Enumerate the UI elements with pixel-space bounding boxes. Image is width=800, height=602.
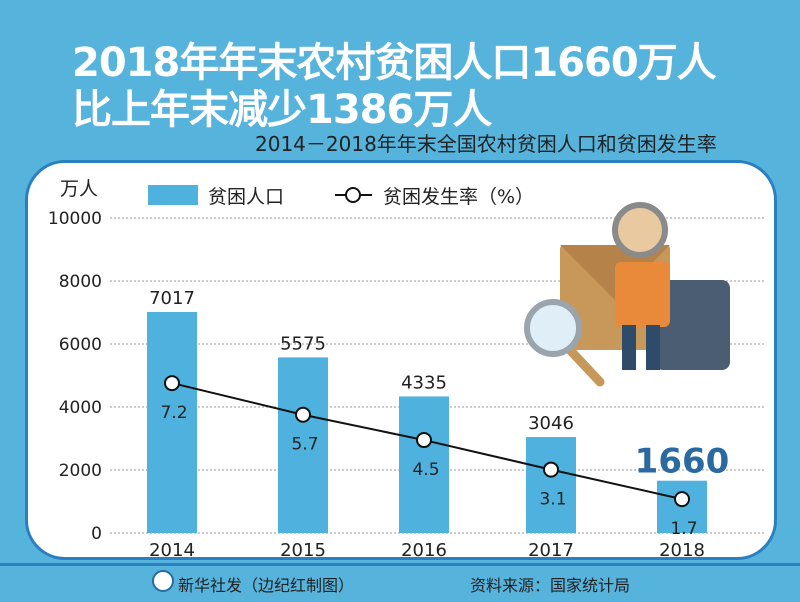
magnifier-handle (565, 345, 605, 387)
person-leg (622, 325, 636, 370)
footer-divider (0, 563, 800, 566)
x-tick-label: 2016 (401, 540, 447, 561)
headline-line-2: 比上年末减少1386万人 (72, 87, 492, 133)
rate-value-label: 1.7 (670, 519, 697, 539)
headline-line-1: 2018年年末农村贫困人口1660万人 (72, 40, 717, 86)
y-tick-label: 2000 (59, 461, 102, 481)
x-tick-label: 2015 (280, 540, 326, 561)
person-leg (646, 325, 660, 370)
credit-text: 新华社发（边纪红制图） (178, 576, 355, 595)
xinhua-logo-icon (152, 570, 174, 592)
y-tick-label: 0 (91, 524, 102, 544)
rate-point-2014 (164, 375, 180, 392)
rate-value-label: 7.2 (160, 403, 187, 423)
wallet-icon (655, 280, 730, 370)
rate-point-2018 (674, 491, 690, 508)
bar-value-label: 3046 (528, 413, 574, 434)
rate-point-2016 (416, 432, 432, 449)
rate-point-2015 (295, 406, 311, 423)
legend-line-label: 贫困发生率（%） (383, 186, 534, 208)
person-head-icon (612, 202, 668, 258)
y-tick-label: 10000 (48, 209, 102, 229)
legend-line-marker (345, 187, 361, 203)
bar-2014 (147, 311, 197, 533)
legend-bar-label: 贫困人口 (208, 186, 284, 208)
bar-value-label: 1660 (635, 442, 730, 482)
chart-title: 2014－2018年年末全国农村贫困人口和贫困发生率 (255, 132, 717, 156)
x-tick-label: 2018 (659, 540, 705, 561)
y-tick-label: 8000 (59, 272, 102, 292)
y-tick-label: 4000 (59, 398, 102, 418)
rate-value-label: 4.5 (412, 460, 439, 480)
rate-point-2017 (543, 461, 559, 478)
bar-value-label: 5575 (280, 333, 326, 354)
bar-value-label: 4335 (401, 372, 447, 393)
y-tick-label: 6000 (59, 335, 102, 355)
x-tick-label: 2017 (528, 540, 574, 561)
magnifier-icon (524, 299, 582, 357)
person-vest (615, 262, 670, 327)
x-tick-label: 2014 (149, 540, 195, 561)
bar-2015 (278, 357, 328, 533)
legend-bar-swatch (148, 185, 198, 205)
source-text: 资料来源：国家统计局 (470, 576, 631, 595)
bar-2016 (399, 396, 449, 533)
bar-2017 (526, 437, 576, 533)
bar-value-label: 7017 (149, 288, 195, 309)
y-axis-label: 万人 (60, 178, 98, 200)
rate-value-label: 5.7 (291, 435, 318, 455)
rate-value-label: 3.1 (539, 490, 566, 510)
